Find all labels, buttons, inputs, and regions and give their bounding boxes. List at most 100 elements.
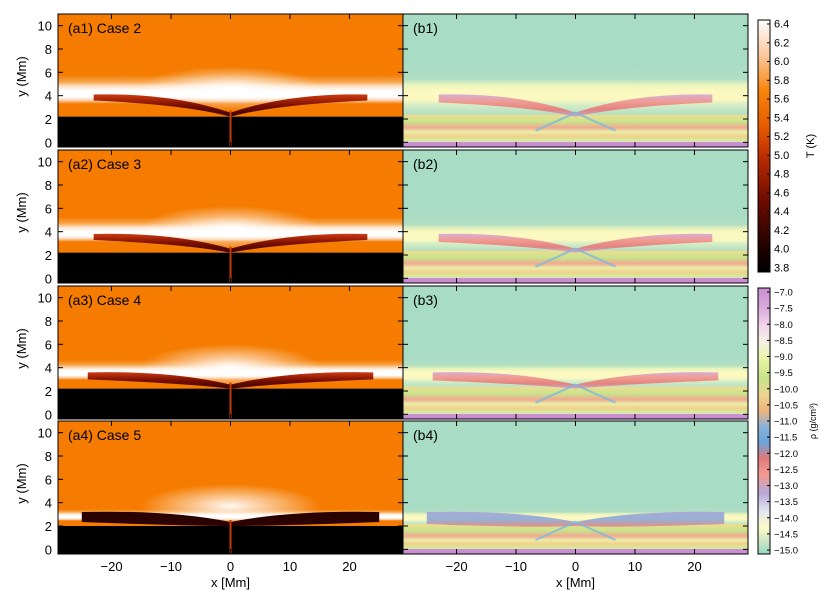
v-structure — [535, 111, 616, 132]
y-tick-label: 8 — [45, 42, 52, 57]
central-thread — [229, 110, 232, 147]
colorbar-tick-label: 5.4 — [774, 112, 789, 124]
y-tick-label: 0 — [45, 271, 52, 286]
central-thread — [229, 246, 232, 283]
yellow-layer — [403, 210, 748, 253]
colorbar-tick-label: 6.4 — [774, 19, 789, 31]
colorbar-tick-label: 4.2 — [774, 225, 789, 237]
x-tick-label: −10 — [160, 559, 182, 574]
hot-glow — [140, 206, 321, 250]
right-panel-1: (b1) — [402, 13, 749, 148]
dense-structure — [432, 372, 719, 389]
colorbar-tick-label: 6.2 — [774, 37, 789, 49]
right-panel-label: (b4) — [413, 427, 438, 443]
x-tick-label: 10 — [628, 559, 642, 574]
colorbar-tick-label: 4.0 — [774, 244, 789, 256]
cool-structure — [93, 233, 368, 253]
right-panel-label: (b2) — [413, 156, 438, 172]
left-panel-3: (a3) Case 4 — [57, 285, 404, 420]
colorbar-tick-label: −14.0 — [774, 513, 798, 524]
left-panel-label: (a2) Case 3 — [68, 156, 141, 172]
colorbar-tick-label: 4.6 — [774, 187, 789, 199]
cool-structure — [81, 511, 380, 526]
y-tick-label: 8 — [45, 314, 52, 329]
y-tick-label: 6 — [45, 472, 52, 487]
colorbar-tick-label: 4.8 — [774, 169, 789, 181]
x-axis-label: x [Mm] — [556, 575, 595, 590]
y-tick-label: 2 — [45, 384, 52, 399]
x-tick-label: 20 — [687, 559, 701, 574]
y-tick-label: 8 — [45, 178, 52, 193]
y-tick-label: 4 — [45, 496, 52, 511]
y-axis-label: y (Mm) — [14, 192, 29, 232]
colorbar-tick-label: −14.5 — [774, 529, 798, 540]
colorbar-tick-label: −11.0 — [774, 417, 797, 428]
hot-glow — [140, 66, 321, 111]
left-panel-4: (a4) Case 5 — [57, 420, 404, 555]
colorbar-tick-label: 5.8 — [774, 75, 789, 87]
y-tick-label: 4 — [45, 225, 52, 240]
x-tick-label: 10 — [283, 559, 297, 574]
dense-structure — [438, 94, 713, 117]
colorbar-tick-label: 5.6 — [774, 94, 789, 106]
colorbar-tick-label: −12.0 — [774, 449, 798, 460]
y-tick-label: 2 — [45, 248, 52, 263]
y-tick-label: 0 — [45, 135, 52, 150]
colorbar-tick-label: −10.0 — [774, 384, 798, 395]
dense-structure — [426, 511, 725, 527]
y-tick-label: 6 — [45, 201, 52, 216]
y-tick-label: 6 — [45, 337, 52, 352]
y-tick-label: 0 — [45, 542, 52, 557]
colorbar-tick-label: −8.0 — [774, 320, 793, 331]
colorbar-label: ρ (g/cm³) — [808, 403, 818, 439]
y-tick-label: 4 — [45, 361, 52, 376]
x-tick-label: 0 — [227, 559, 234, 574]
y-tick-label: 2 — [45, 112, 52, 127]
colorbar-tick-label: −7.5 — [774, 304, 793, 315]
left-panel-label: (a4) Case 5 — [68, 427, 141, 443]
x-tick-label: −20 — [446, 559, 468, 574]
dense-structure — [438, 233, 713, 253]
yellow-layer — [403, 60, 748, 117]
colorbar-tick-label: −9.5 — [774, 368, 793, 379]
colorbar-tick-label: −15.0 — [774, 546, 798, 557]
y-tick-label: 2 — [45, 519, 52, 534]
right-panel-4: (b4) — [402, 420, 749, 555]
colorbar-tick-label: −11.5 — [774, 433, 797, 444]
central-thread — [229, 520, 232, 554]
colorbar-label: T (K) — [805, 134, 817, 158]
stratified-bands — [403, 114, 748, 147]
stratified-bands — [403, 386, 748, 419]
colorbar-tick-label: 6.0 — [774, 56, 789, 68]
right-panel-label: (b3) — [413, 292, 438, 308]
colorbar-tick-label: 3.8 — [774, 263, 789, 275]
x-tick-label: −20 — [101, 559, 123, 574]
temperature-colorbar: 6.4 6.2 6.0 5.8 5.6 5.4 5.2 5.0 4.8 4.6 4.4 4.2 4.0 3… — [757, 19, 817, 275]
left-panel-1: (a1) Case 2 — [57, 13, 404, 148]
cool-structure — [87, 372, 374, 389]
y-tick-label: 10 — [38, 19, 52, 34]
y-tick-label: 4 — [45, 89, 52, 104]
v-structure — [535, 247, 616, 268]
left-panel-2: (a2) Case 3 — [57, 149, 404, 284]
colorbar-tick-label: −13.0 — [774, 481, 798, 492]
right-panel-2: (b2) — [402, 149, 749, 284]
y-tick-label: 10 — [38, 291, 52, 306]
y-axis-label: y (Mm) — [14, 56, 29, 96]
y-tick-label: 6 — [45, 65, 52, 80]
yellow-layer — [403, 353, 748, 389]
v-structure — [535, 520, 616, 541]
cool-structure — [93, 94, 368, 117]
central-thread — [229, 382, 232, 419]
y-tick-label: 8 — [45, 449, 52, 464]
y-tick-label: 10 — [38, 155, 52, 170]
v-structure — [535, 383, 616, 404]
colorbar-tick-label: −13.5 — [774, 497, 798, 508]
right-panel-3: (b3) — [402, 285, 749, 420]
y-axis-label: y (Mm) — [14, 328, 29, 368]
density-colorbar: −7.0 −7.5 −8.0 −8.5 −9.0 −9.5 −10.0 −10.5 −11.0 −… — [757, 287, 818, 557]
x-axis-label: x [Mm] — [211, 575, 250, 590]
x-tick-label: −10 — [505, 559, 527, 574]
stratified-bands — [403, 250, 748, 283]
